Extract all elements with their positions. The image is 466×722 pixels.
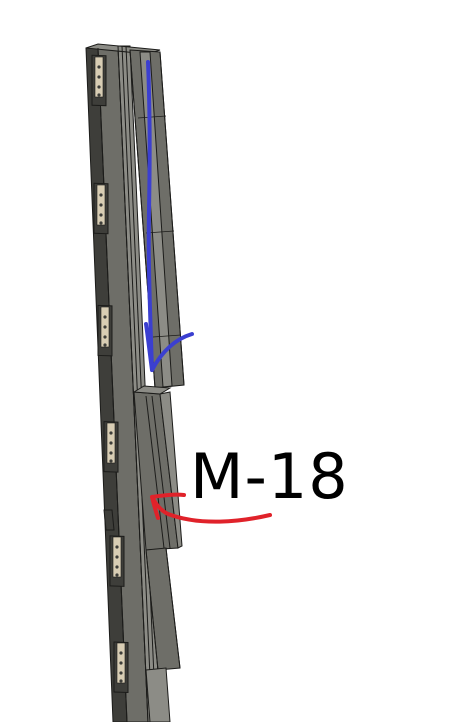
upper-channel-segment-line [137,115,167,119]
mounting-bracket [103,421,119,473]
mounting-bracket [91,54,107,107]
main-beam-edge-line [125,45,157,722]
main-beam-edge-line [121,45,153,722]
slider-block [132,385,183,551]
lower-channel-edge [165,547,181,669]
main-beam-edge-line [97,47,128,722]
slider-block-top [132,385,172,395]
bottom-stub [145,667,171,722]
mounting-bracket [113,641,129,693]
slider-block-edge [145,395,165,549]
slider-block-edge [151,395,171,549]
upper-channel-edge [159,51,185,386]
side-tab [103,509,115,531]
mounting-bracket [93,182,109,235]
pointer-arrow-annotation [150,492,272,524]
mounting-brackets [91,54,129,693]
down-arrow-annotation [144,60,194,372]
upper-channel-segment-line [152,334,182,338]
lower-channel-edge [145,549,159,671]
mounting-bracket [109,535,125,587]
part-label: M-18 [190,440,349,513]
main-beam-edge-line [117,45,149,722]
lower-channel [103,509,181,722]
mounting-bracket [97,304,113,357]
